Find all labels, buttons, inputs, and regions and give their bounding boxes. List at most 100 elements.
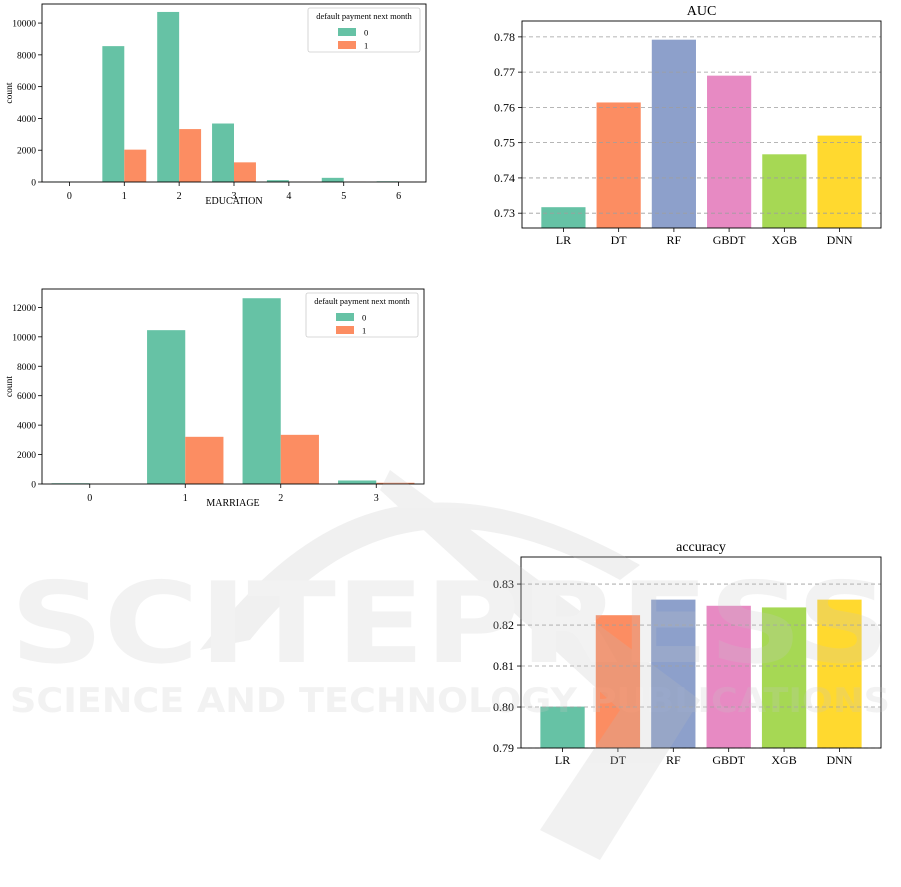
chart-title: AUC bbox=[687, 4, 717, 19]
x-tick-label: 5 bbox=[341, 191, 346, 202]
x-tick-label: GBDT bbox=[712, 753, 745, 767]
y-tick-label: 0.83 bbox=[493, 577, 514, 591]
bar-education-cat1-series0 bbox=[102, 46, 125, 183]
x-tick-label: DT bbox=[611, 233, 628, 247]
y-tick-label: 6000 bbox=[17, 83, 36, 93]
y-tick-label: 12000 bbox=[12, 304, 36, 314]
legend-swatch-0 bbox=[338, 28, 356, 36]
bar-auc-DT bbox=[596, 102, 641, 228]
x-tick-label: 1 bbox=[183, 493, 188, 504]
bar-accuracy-XGB bbox=[761, 607, 807, 748]
x-tick-label: RF bbox=[666, 753, 681, 767]
watermark-swoosh-shape bbox=[200, 470, 700, 860]
bar-accuracy-RF bbox=[651, 599, 696, 748]
x-axis-label: EDUCATION bbox=[205, 196, 262, 207]
bar-accuracy-GBDT bbox=[706, 605, 751, 748]
x-tick-label: XGB bbox=[772, 233, 797, 247]
y-tick-label: 10000 bbox=[12, 20, 36, 30]
y-tick-label: 0.75 bbox=[494, 136, 515, 150]
bar-auc-RF bbox=[651, 39, 696, 229]
bar-education-cat3-series0 bbox=[212, 123, 234, 182]
chart-marriage: 0 1 2 3 0 2000 4000 6000 8000 10000 12000 MARRIAGE c… bbox=[5, 288, 425, 509]
plot-frame bbox=[521, 20, 882, 229]
bar-education-cat2-series1 bbox=[179, 129, 202, 182]
bar-education-cat3-series1 bbox=[234, 162, 256, 182]
legend: default payment next month 0 1 bbox=[307, 7, 421, 53]
bar-accuracy-DT bbox=[595, 615, 641, 748]
bar-auc-DNN bbox=[817, 135, 862, 228]
legend-title: default payment next month bbox=[316, 11, 412, 21]
scitepress-watermark: SCITEPRESS SCIENCE AND TECHNOLOGY PUBLIC… bbox=[10, 470, 890, 860]
legend-swatch-0 bbox=[336, 313, 354, 321]
bar-marriage-cat1-series1 bbox=[185, 436, 224, 484]
bar-education-cat4-series0 bbox=[266, 180, 289, 182]
x-tick-label: 1 bbox=[122, 191, 127, 202]
bar-auc-XGB bbox=[762, 154, 807, 228]
x-tick-label: 4 bbox=[286, 191, 291, 202]
x-tick-label: GBDT bbox=[713, 233, 746, 247]
bar-accuracy-DNN bbox=[817, 599, 862, 748]
y-tick-label: 0.80 bbox=[493, 700, 514, 714]
bar-auc-GBDT bbox=[707, 75, 752, 228]
y-tick-label: 4000 bbox=[17, 115, 36, 125]
legend-box bbox=[307, 7, 421, 53]
y-tick-label: 0 bbox=[31, 481, 36, 491]
bar-marriage-cat3-series0 bbox=[338, 480, 377, 484]
x-tick-label: DNN bbox=[826, 753, 852, 767]
plot-frame bbox=[41, 288, 425, 485]
y-axis-label: count bbox=[5, 82, 15, 103]
x-tick-label: 0 bbox=[67, 191, 72, 202]
chart-auc: LR DT RF GBDT XGB DNN 0.73 0.74 0.75 0.76 0.77 0.78… bbox=[494, 4, 882, 247]
x-tick-label: 6 bbox=[396, 191, 401, 202]
x-tick-label: 2 bbox=[278, 493, 283, 504]
x-tick-label: LR bbox=[555, 753, 570, 767]
legend-label-0: 0 bbox=[364, 28, 368, 38]
legend-label-1: 1 bbox=[364, 41, 368, 51]
watermark-logo-text: SCITEPRESS bbox=[10, 559, 890, 689]
y-tick-label: 0.78 bbox=[494, 30, 515, 44]
y-tick-label: 0.79 bbox=[493, 741, 514, 755]
x-tick-label: 3 bbox=[232, 191, 237, 202]
legend-title: default payment next month bbox=[314, 296, 410, 306]
plot-frame bbox=[41, 3, 427, 183]
y-tick-label: 0.77 bbox=[494, 65, 515, 79]
x-tick-label: DNN bbox=[827, 233, 853, 247]
x-axis-label: MARRIAGE bbox=[206, 498, 259, 509]
plot-frame bbox=[520, 556, 882, 749]
y-tick-label: 2000 bbox=[17, 147, 36, 157]
legend-label-0: 0 bbox=[362, 313, 366, 323]
bar-marriage-cat1-series0 bbox=[147, 330, 186, 484]
legend-label-1: 1 bbox=[362, 326, 366, 336]
bar-auc-LR bbox=[541, 207, 586, 228]
chart-education: 0 1 2 3 4 5 6 0 2000 4000 6000 8000 10000 EDUCATION co… bbox=[5, 3, 427, 207]
x-tick-label: 3 bbox=[374, 493, 379, 504]
y-tick-label: 2000 bbox=[17, 451, 36, 461]
x-tick-label: LR bbox=[556, 233, 571, 247]
y-tick-label: 0.73 bbox=[494, 206, 515, 220]
y-tick-label: 6000 bbox=[17, 392, 36, 402]
x-tick-label: XGB bbox=[771, 753, 796, 767]
y-tick-label: 4000 bbox=[17, 422, 36, 432]
y-tick-label: 0.76 bbox=[494, 100, 515, 114]
y-tick-label: 10000 bbox=[12, 333, 36, 343]
legend: default payment next month 0 1 bbox=[305, 292, 419, 338]
y-axis-label: count bbox=[5, 376, 15, 397]
x-tick-label: 0 bbox=[87, 493, 92, 504]
bar-marriage-cat2-series1 bbox=[280, 434, 319, 484]
x-tick-label: 2 bbox=[177, 191, 182, 202]
legend-box bbox=[305, 292, 419, 338]
y-tick-label: 0.74 bbox=[494, 171, 515, 185]
legend-swatch-1 bbox=[338, 41, 356, 49]
watermark-tagline-text: SCIENCE AND TECHNOLOGY PUBLICATIONS bbox=[10, 681, 890, 721]
y-tick-label: 8000 bbox=[17, 363, 36, 373]
bar-accuracy-LR bbox=[540, 706, 585, 748]
bar-education-cat2-series0 bbox=[157, 11, 180, 183]
y-tick-label: 8000 bbox=[17, 51, 36, 61]
bar-education-cat1-series1 bbox=[124, 149, 147, 182]
x-tick-label: RF bbox=[667, 233, 682, 247]
y-tick-label: 0.81 bbox=[493, 659, 514, 673]
y-tick-label: 0.82 bbox=[493, 618, 514, 632]
legend-swatch-1 bbox=[336, 326, 354, 334]
bar-marriage-cat2-series0 bbox=[242, 298, 281, 484]
